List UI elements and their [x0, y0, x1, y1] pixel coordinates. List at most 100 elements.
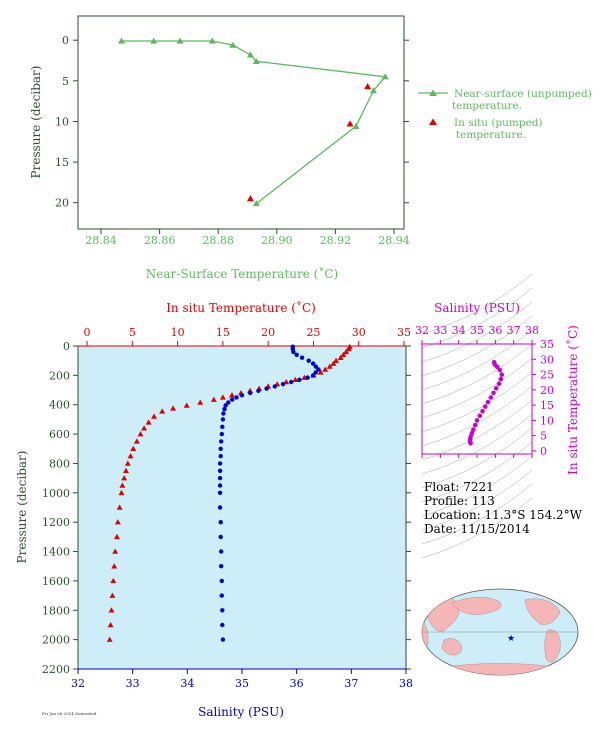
temperature-point — [343, 348, 350, 355]
ts-density-contour — [421, 399, 533, 461]
profile-y-tick-label: 2000 — [42, 634, 70, 647]
profile-temperature-tick-label: 20 — [261, 326, 275, 339]
ts-y-tick-label: 25 — [540, 369, 554, 382]
ts-point — [497, 367, 503, 373]
ts-density-contour — [421, 287, 533, 349]
ts-point — [491, 390, 496, 396]
salinity-point — [219, 549, 224, 554]
map-land-australia — [441, 638, 463, 656]
ts-x-tick-label: 36 — [488, 324, 502, 337]
salinity-point — [305, 375, 310, 380]
temperature-point — [127, 453, 134, 459]
ts-point — [496, 381, 502, 387]
profile-salinity-tick-label: 37 — [344, 677, 358, 690]
salinity-point — [234, 395, 239, 400]
profile-y-tick-label: 1200 — [42, 516, 70, 529]
salinity-point — [272, 384, 277, 389]
salinity-point — [222, 406, 227, 412]
salinity-point — [297, 377, 302, 382]
temperature-point — [333, 357, 340, 363]
temperature-point — [145, 419, 152, 425]
near-surface-x-tick-label: 28.94 — [378, 234, 410, 247]
salinity-point — [220, 608, 225, 613]
salinity-point — [299, 355, 305, 360]
salinity-point — [306, 358, 311, 363]
ts-point — [477, 413, 483, 419]
salinity-point — [217, 505, 223, 510]
near-surface-y-ticks: 0 5 10 15 20 — [55, 34, 409, 210]
ts-density-contour — [421, 385, 533, 447]
in-situ-pumped-point — [364, 83, 372, 90]
profile-y-label: Pressure (decibar) — [15, 451, 29, 564]
ts-x-tick-label: 37 — [507, 324, 521, 337]
salinity-point — [217, 483, 223, 488]
salinity-point — [223, 403, 228, 408]
map-land — [422, 595, 561, 675]
ts-density-contour — [421, 357, 533, 419]
float-id: Float: 7221 — [424, 480, 494, 494]
ts-point — [472, 422, 478, 428]
profile-salinity-tick-label: 34 — [180, 677, 194, 690]
salinity-point — [316, 367, 321, 372]
ts-density-contour — [421, 469, 533, 531]
legend-green-label-1: Near-surface (unpumped) — [454, 88, 592, 100]
near-surface-panel: 28.84 28.86 28.88 28.90 28.92 28.94 05101520 … — [29, 15, 592, 281]
ts-panel: 32 33 34 35 36 37 38 0 5 10 15 20 25 30 35 Salinity (… — [415, 273, 580, 559]
profile-salinity-tick-label: 36 — [290, 677, 304, 690]
temperature-point — [118, 489, 125, 496]
profile-y-tick-label: 2200 — [42, 663, 70, 676]
date: Date: 11/15/2014 — [424, 522, 530, 536]
temperature-point — [119, 482, 126, 488]
near-surface-x-label: Near-Surface Temperature (˚C) — [146, 266, 338, 281]
temperature-point — [133, 438, 140, 444]
salinity-point — [217, 490, 223, 495]
ts-plot-bg — [422, 344, 532, 454]
salinity-point — [291, 349, 296, 355]
profile-marks — [106, 343, 353, 642]
ts-y-tick-label: 5 — [540, 430, 547, 443]
ts-point — [499, 372, 505, 377]
salinity-point — [220, 417, 226, 422]
temperature-point — [345, 345, 352, 352]
temperature-point — [322, 366, 329, 372]
profile-y-tick-label: 1400 — [42, 546, 70, 559]
salinity-point — [221, 411, 226, 416]
profile-temperature-ticks: 0 5 10 15 20 25 30 35 — [84, 326, 411, 346]
salinity-point — [217, 461, 223, 466]
ts-y-ticks: 0 5 10 15 20 25 30 35 — [532, 338, 554, 458]
ts-x-tick-label: 38 — [525, 324, 539, 337]
profile-panel: 0200400600800100012001400160018002000220… — [15, 300, 413, 719]
salinity-point — [264, 386, 269, 391]
near-surface-unpumped-point — [176, 37, 184, 44]
temperature-point — [109, 592, 116, 598]
ts-density-contour — [421, 329, 533, 391]
salinity-point — [256, 388, 261, 393]
profile-salinity-tick-label: 38 — [399, 677, 413, 690]
location-map: ★ — [421, 588, 579, 676]
salinity-point — [218, 453, 223, 459]
near-surface-legend: Near-surface (unpumped) temperature. In … — [418, 88, 592, 141]
profile-temperature-tick-label: 15 — [216, 326, 230, 339]
temperature-point — [292, 376, 299, 383]
temperature-point — [210, 396, 217, 402]
salinity-point — [294, 352, 299, 357]
ts-density-contour — [421, 497, 533, 559]
profile-y-tick-label: 1000 — [42, 487, 70, 500]
near-surface-unpumped-point — [369, 87, 377, 94]
salinity-point — [248, 390, 253, 396]
map-land-north-asia — [451, 597, 502, 615]
ts-point — [480, 408, 485, 414]
temperature-point — [113, 533, 120, 540]
profile-y-tick-label: 1600 — [42, 575, 70, 588]
near-surface-marks — [118, 37, 389, 207]
ts-point — [498, 376, 504, 382]
ts-density-contour — [421, 343, 533, 405]
ts-point — [471, 427, 476, 432]
ts-y-tick-label: 15 — [540, 399, 554, 412]
near-surface-unpumped-point — [381, 73, 389, 80]
profile-y-tick-label: 200 — [49, 369, 70, 382]
map-land-north-america — [524, 598, 561, 625]
float-metadata: Float: 7221 Profile: 113 Location: 11.3°… — [424, 480, 583, 536]
map-land-south-america — [544, 629, 561, 663]
near-surface-y-tick-label: 20 — [55, 197, 69, 210]
